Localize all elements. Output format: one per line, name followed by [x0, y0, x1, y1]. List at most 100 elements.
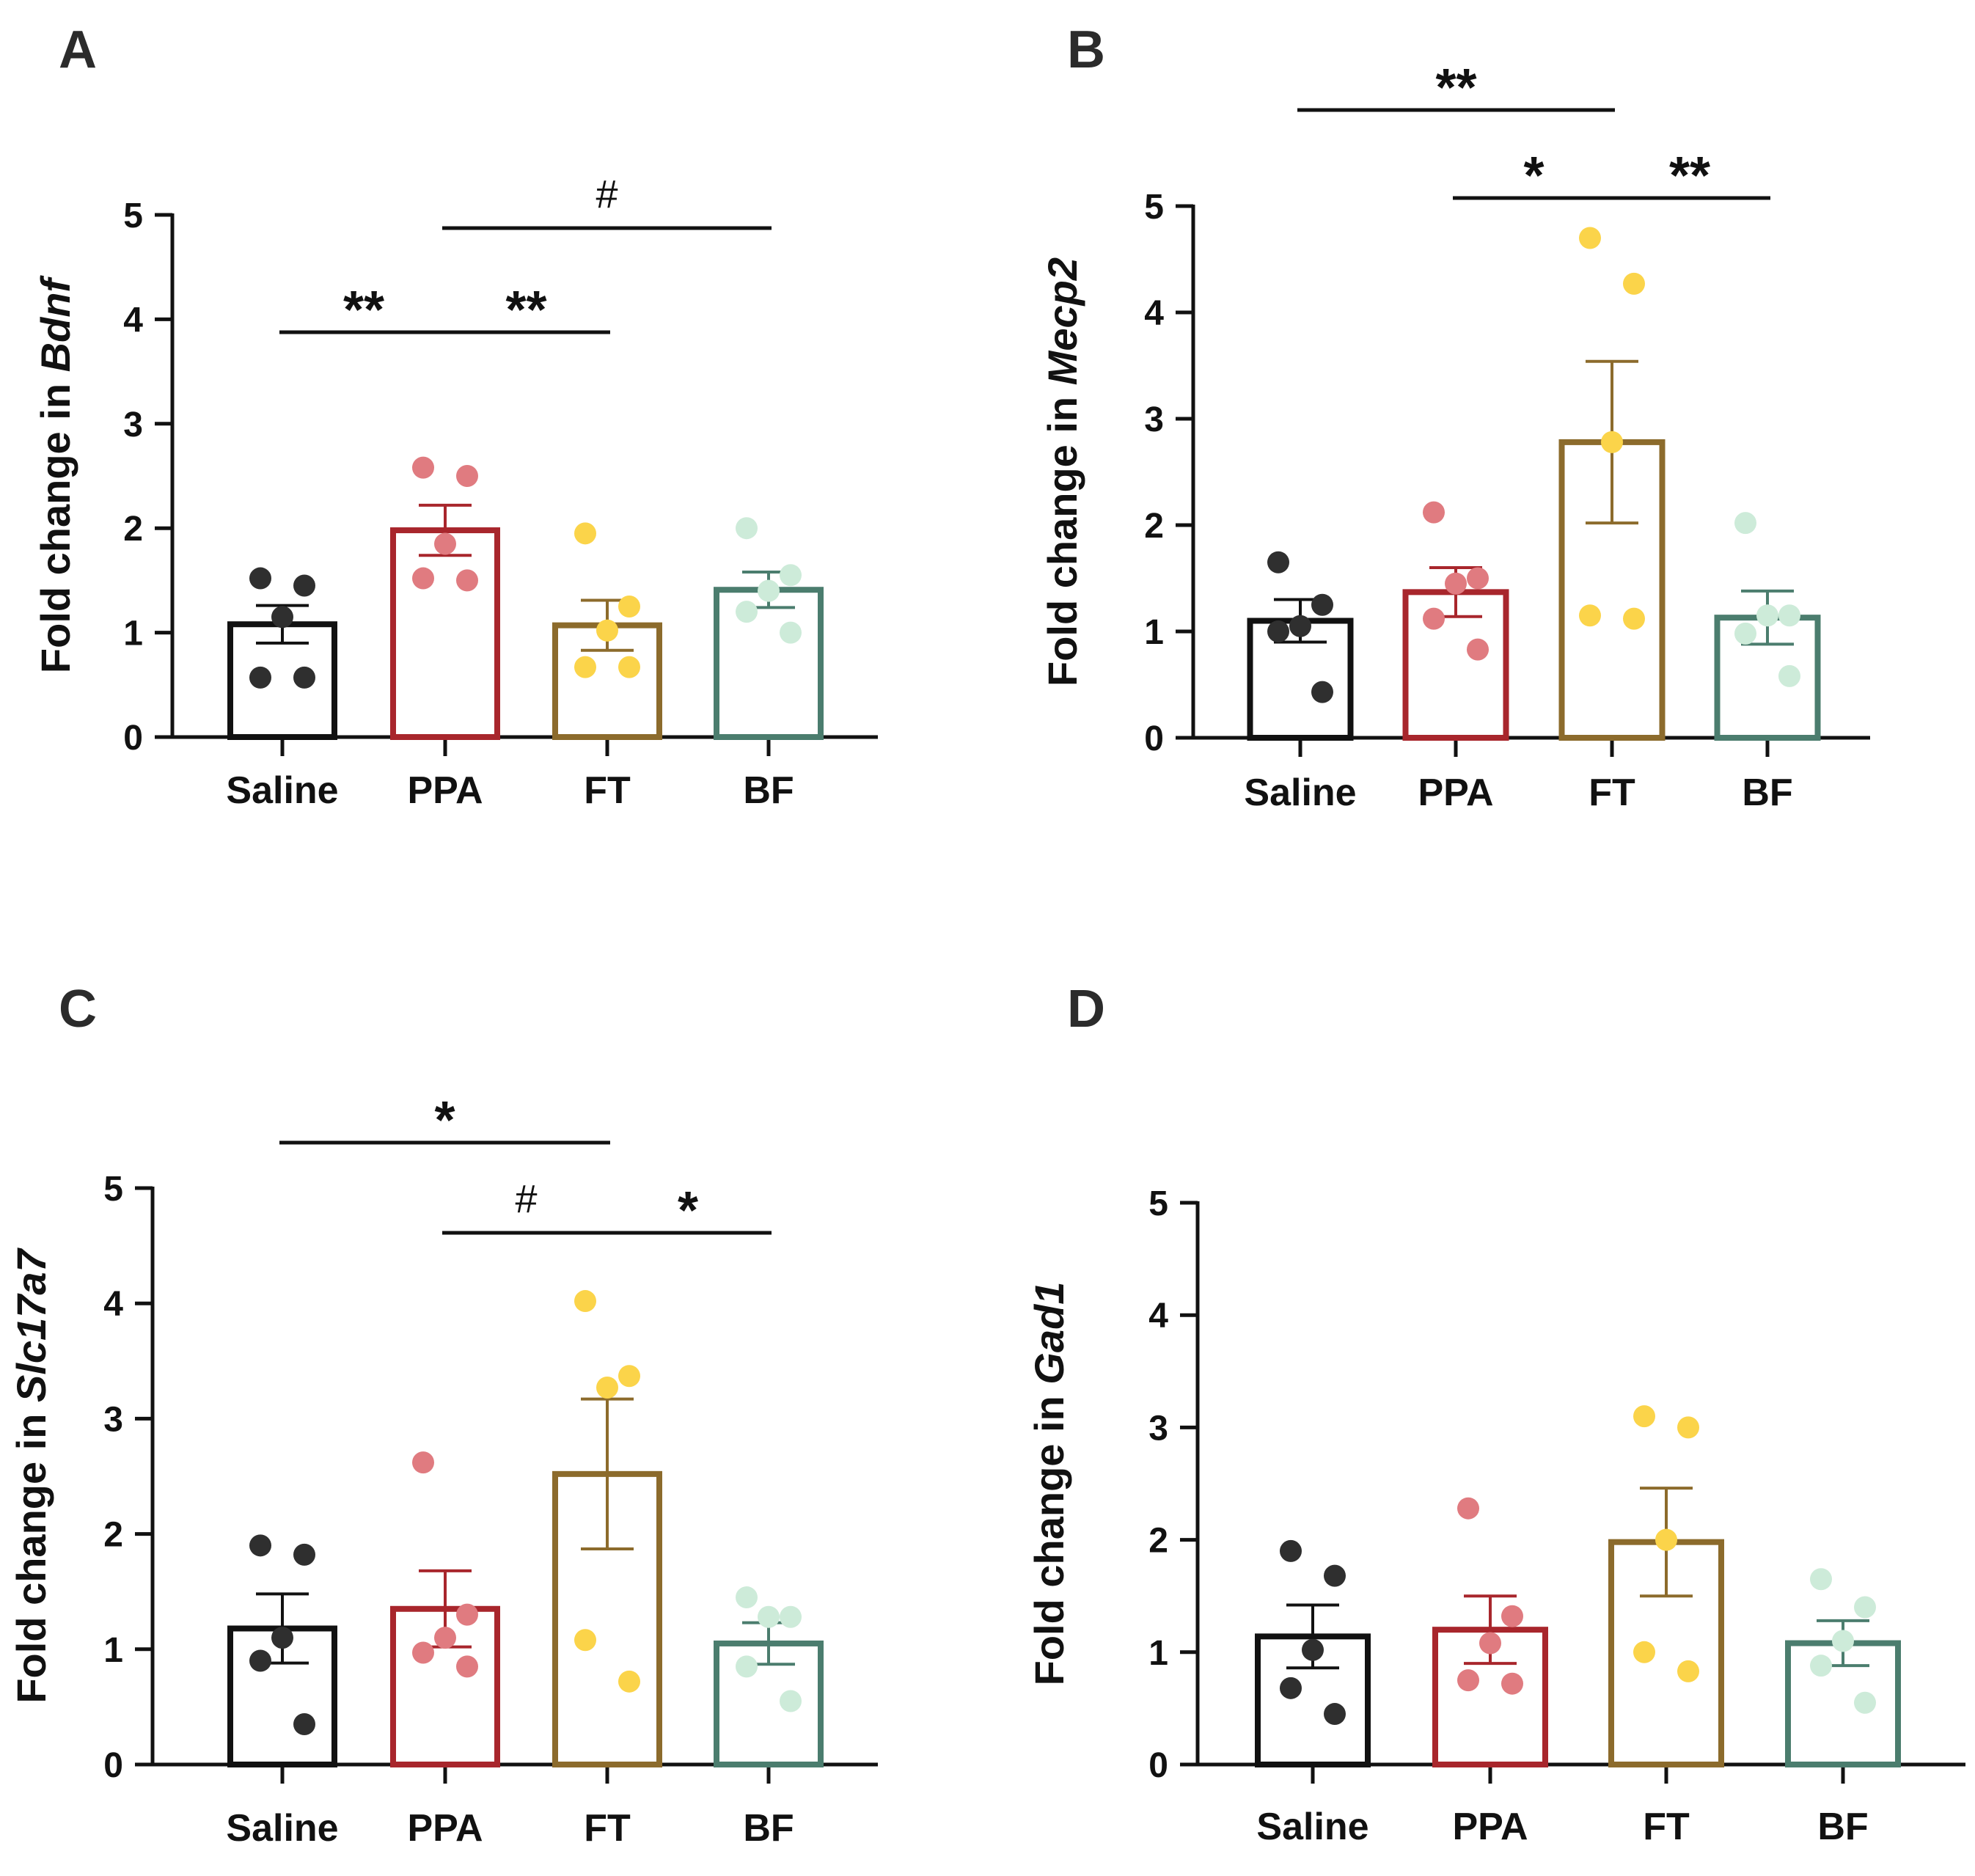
data-point — [618, 656, 640, 678]
data-point — [758, 1605, 780, 1628]
data-point — [1467, 567, 1489, 590]
y-axis-label-prefix: Fold change in — [8, 1402, 54, 1704]
data-point — [249, 1649, 271, 1672]
y-tick-label: 0 — [1148, 1746, 1168, 1785]
data-point — [1289, 615, 1311, 637]
bar-bf — [714, 587, 824, 740]
data-point — [736, 517, 758, 540]
data-point — [412, 1451, 434, 1474]
data-point — [1677, 1416, 1699, 1439]
data-point — [618, 1365, 640, 1388]
x-tick-label-ppa: PPA — [407, 769, 483, 812]
data-point — [1267, 620, 1289, 642]
data-point — [1677, 1660, 1699, 1682]
data-point — [1457, 1669, 1479, 1692]
data-point — [1734, 622, 1756, 645]
y-axis-label-gene: Slc17a7 — [8, 1247, 54, 1401]
data-point — [1778, 604, 1800, 627]
significance-label: ** — [505, 281, 546, 340]
data-point — [1324, 1564, 1346, 1587]
y-tick-label: 0 — [103, 1746, 123, 1785]
y-tick-label: 5 — [1144, 188, 1164, 227]
panel-letter: D — [1067, 980, 1105, 1038]
significance-label: * — [1523, 147, 1544, 205]
data-point — [1501, 1605, 1523, 1627]
x-tick-label-ppa: PPA — [1418, 772, 1493, 814]
data-point — [456, 1655, 478, 1678]
data-point — [412, 1641, 434, 1664]
data-point — [1280, 1539, 1302, 1562]
y-tick-label: 3 — [1144, 400, 1164, 439]
x-tick-label-bf: BF — [1817, 1806, 1868, 1848]
y-tick-label: 1 — [1144, 613, 1164, 652]
y-tick-label: 0 — [1144, 719, 1164, 758]
data-point — [1579, 604, 1601, 627]
data-point — [758, 579, 780, 602]
data-point — [271, 606, 293, 629]
significance-label: * — [434, 1091, 455, 1150]
data-point — [434, 1627, 456, 1649]
y-tick-label: 1 — [103, 1631, 123, 1670]
y-tick-label: 1 — [123, 615, 143, 653]
data-point — [271, 1627, 293, 1649]
significance-label: # — [596, 172, 618, 216]
data-point — [249, 1534, 271, 1557]
y-tick-label: 2 — [123, 510, 143, 549]
panel-letter: A — [59, 21, 97, 79]
data-point — [736, 601, 758, 623]
y-tick-label: 4 — [1148, 1297, 1168, 1335]
y-tick-label: 3 — [1148, 1409, 1168, 1448]
x-tick-label-bf: BF — [1742, 772, 1792, 814]
y-axis-label-prefix: Fold change in — [1026, 1385, 1072, 1686]
panel-letter: C — [59, 980, 97, 1038]
data-point — [596, 1376, 618, 1399]
y-tick-label: 4 — [103, 1285, 123, 1324]
x-tick-label-saline: Saline — [1244, 772, 1356, 814]
significance-label: ** — [1435, 59, 1476, 117]
x-tick-label-ppa: PPA — [407, 1807, 483, 1850]
data-point — [1633, 1641, 1655, 1663]
y-axis-label-prefix: Fold change in — [1039, 385, 1085, 686]
data-point — [780, 1690, 802, 1712]
data-point — [434, 532, 456, 555]
y-tick-label: 3 — [123, 406, 143, 444]
x-tick-label-ft: FT — [584, 769, 631, 812]
data-point — [780, 1605, 802, 1628]
data-point — [1623, 607, 1645, 630]
y-tick-label: 2 — [1144, 507, 1164, 546]
x-tick-label-saline: Saline — [226, 769, 338, 812]
data-point — [456, 1603, 478, 1626]
y-tick-label: 5 — [1148, 1184, 1168, 1223]
data-point — [780, 564, 802, 587]
x-tick-label-saline: Saline — [226, 1807, 338, 1850]
x-tick-label-ft: FT — [584, 1807, 631, 1850]
data-point — [1778, 664, 1800, 687]
significance-label: # — [515, 1177, 537, 1221]
data-point — [1311, 593, 1333, 616]
y-axis-label-prefix: Fold change in — [32, 372, 78, 673]
data-point — [1756, 604, 1778, 627]
data-point — [574, 1629, 596, 1652]
data-point — [1267, 551, 1289, 574]
y-tick-label: 2 — [1148, 1522, 1168, 1561]
data-point — [574, 1290, 596, 1313]
y-tick-label: 2 — [103, 1516, 123, 1555]
x-tick-label-ppa: PPA — [1452, 1806, 1528, 1848]
data-point — [618, 596, 640, 618]
data-point — [456, 465, 478, 487]
data-point — [1324, 1703, 1346, 1726]
y-tick-label: 5 — [123, 197, 143, 235]
x-tick-label-bf: BF — [743, 769, 794, 812]
y-axis-label-gene: Mecp2 — [1039, 257, 1085, 385]
data-point — [1633, 1405, 1655, 1428]
data-point — [1457, 1497, 1479, 1520]
y-axis-label: Fold change in Gad1 — [1026, 1282, 1072, 1686]
data-point — [1579, 227, 1601, 249]
y-tick-label: 1 — [1148, 1634, 1168, 1673]
data-point — [574, 656, 596, 678]
data-point — [1302, 1638, 1324, 1661]
y-tick-label: 3 — [103, 1400, 123, 1439]
y-tick-label: 0 — [123, 719, 143, 758]
data-point — [293, 1543, 315, 1566]
